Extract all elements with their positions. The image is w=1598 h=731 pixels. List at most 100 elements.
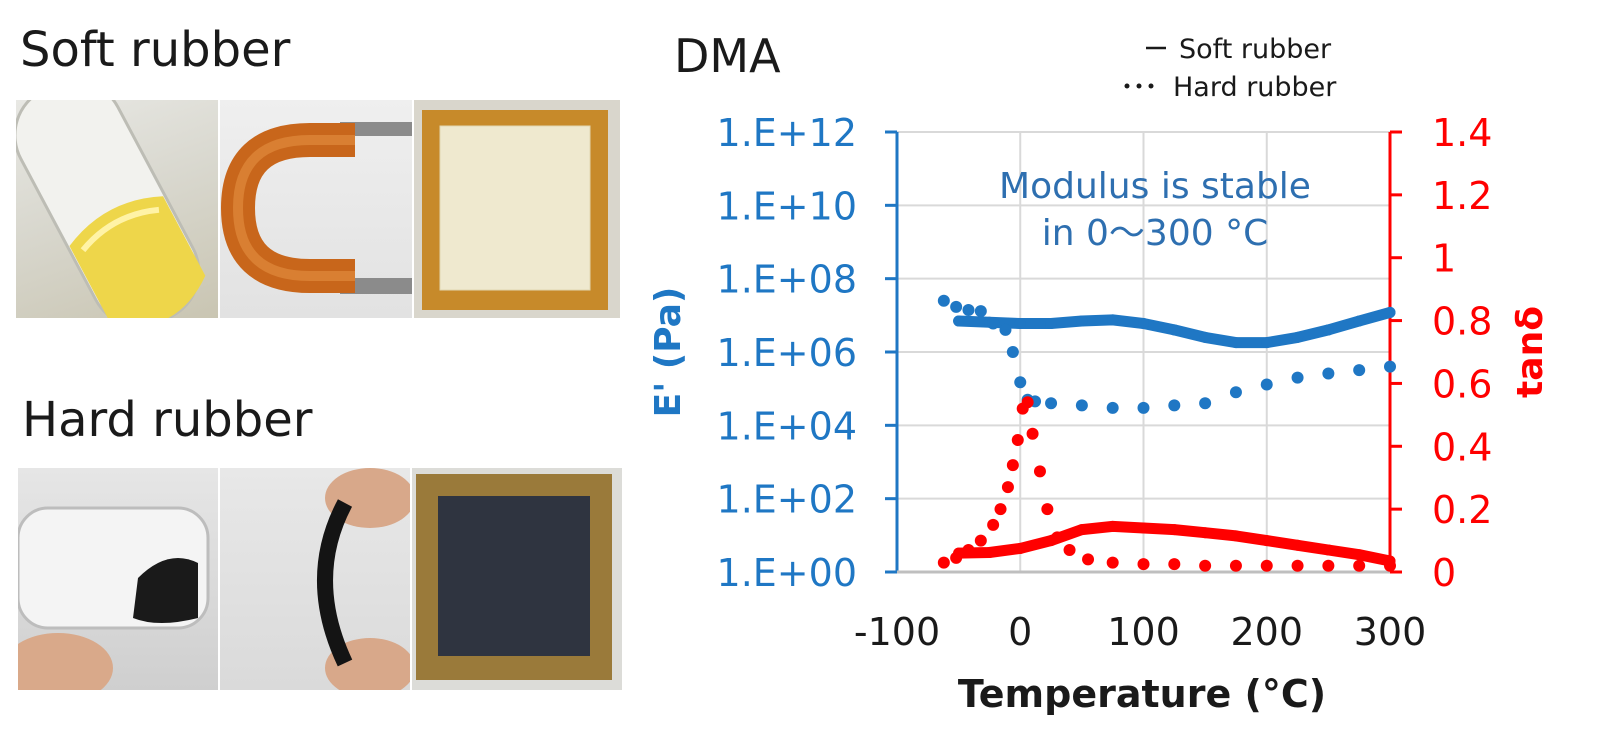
- photo-hard-rubber-sheet: [412, 468, 622, 690]
- series-0-point-13: [1353, 315, 1365, 327]
- series-0-point-6: [1138, 317, 1149, 329]
- series-2-point-10: [1261, 535, 1273, 547]
- series-0-point-14: [1384, 306, 1396, 318]
- y-left-tick-label-6: 1.E+12: [717, 111, 857, 155]
- y-right-tick-label-4: 0.8: [1432, 300, 1492, 344]
- series-1-point-20: [1353, 364, 1366, 377]
- y-left-tick-label-4: 1.E+08: [717, 258, 857, 302]
- photo-soft-rubber-vial: [16, 100, 218, 318]
- series-3-point-8: [1011, 434, 1024, 446]
- x-tick-label-4: 300: [1354, 610, 1427, 654]
- series-1-point-7: [1014, 376, 1027, 389]
- x-tick-label-2: 100: [1107, 610, 1180, 654]
- series-3-point-22: [1260, 559, 1273, 572]
- series-3-point-25: [1353, 559, 1366, 572]
- series-3-point-3: [974, 534, 987, 547]
- y-right-tick-label-1: 0.2: [1432, 488, 1492, 532]
- series-0-point-0: [953, 315, 965, 327]
- series-3-point-0: [937, 556, 950, 569]
- chart-title: DMA: [674, 29, 781, 83]
- y-right-tick-label-0: 0: [1432, 551, 1456, 595]
- y-left-tick-label-5: 1.E+10: [717, 184, 857, 228]
- series-1-point-1: [950, 300, 963, 313]
- legend-label-hard: Hard rubber: [1173, 72, 1337, 103]
- series-0-point-9: [1230, 337, 1242, 349]
- y-axis-right-label: tanδ: [1510, 306, 1551, 398]
- vial-black-rubber-illustration: [18, 506, 210, 690]
- y-left-tick-label-3: 1.E+06: [717, 331, 857, 375]
- x-tick-label-3: 200: [1230, 610, 1303, 654]
- series-1-point-19: [1322, 367, 1335, 380]
- series-1-point-13: [1137, 401, 1150, 414]
- y-right-tick-label-5: 1: [1432, 237, 1456, 281]
- series-3-point-2: [962, 544, 975, 556]
- series-3-point-17: [1106, 556, 1119, 569]
- series-1-point-4: [987, 317, 1000, 330]
- x-axis-label: Temperature (°C): [958, 672, 1326, 716]
- series-3-point-16: [1082, 553, 1095, 566]
- series-2-point-4: [1076, 524, 1088, 536]
- series-1-point-11: [1075, 399, 1088, 412]
- legend-label-soft: Soft rubber: [1179, 34, 1332, 65]
- series-3-point-12: [1033, 465, 1046, 478]
- plot-area: [937, 294, 1396, 572]
- series-0-point-3: [1045, 317, 1057, 329]
- series-3-point-4: [987, 518, 1000, 531]
- series-1-point-15: [1199, 397, 1212, 410]
- series-2-point-13: [1353, 549, 1365, 561]
- photo-soft-rubber-bent: [220, 100, 412, 318]
- series-1-point-6: [1006, 346, 1019, 358]
- series-1-point-10: [1045, 397, 1058, 410]
- series-1-point-21: [1384, 360, 1396, 373]
- series-1-point-18: [1291, 371, 1304, 384]
- series-3-point-24: [1322, 559, 1335, 572]
- series-0-point-4: [1076, 315, 1088, 327]
- bent-orange-rubber-illustration: [220, 122, 412, 294]
- series-3-point-20: [1199, 559, 1212, 572]
- series-3-point-1: [950, 551, 963, 564]
- series-1-point-14: [1168, 399, 1181, 412]
- soft-rubber-heading: Soft rubber: [20, 22, 291, 78]
- series-3-point-23: [1291, 559, 1304, 572]
- series-0-point-10: [1261, 337, 1273, 349]
- axes: [885, 130, 1402, 574]
- legend: Soft rubber Hard rubber: [1124, 34, 1337, 103]
- series-3-point-11: [1026, 427, 1039, 440]
- series-1-point-12: [1106, 401, 1119, 414]
- series-3-point-7: [1006, 459, 1019, 472]
- series-1-point-2: [962, 303, 975, 316]
- series-0-point-7: [1168, 324, 1180, 336]
- series-2-point-6: [1138, 522, 1149, 534]
- series-1-point-17: [1260, 378, 1273, 391]
- photo-hard-rubber-bent: [220, 468, 410, 690]
- y-right-tick-label-3: 0.6: [1432, 362, 1492, 406]
- annotation-line-2: in 0～300 °C: [1042, 213, 1268, 254]
- y-left-tick-label-1: 1.E+02: [717, 478, 857, 522]
- y-left-tick-label-0: 1.E+00: [717, 551, 857, 595]
- series-0-point-2: [1014, 317, 1026, 329]
- series-0-point-12: [1322, 324, 1334, 336]
- series-3-point-14: [1051, 531, 1064, 544]
- series-3-point-10: [1021, 396, 1034, 409]
- y-right-tick-label-6: 1.2: [1432, 174, 1492, 218]
- series-3-point-18: [1137, 558, 1150, 571]
- bent-black-rubber-illustration: [317, 468, 410, 690]
- x-tick-label-1: 0: [1008, 610, 1032, 654]
- series-2-point-11: [1292, 539, 1304, 551]
- series-0-point-11: [1292, 331, 1304, 343]
- series-1-point-3: [974, 305, 987, 318]
- series-1-point-0: [937, 294, 950, 307]
- series-2-point-7: [1168, 524, 1180, 536]
- series-1: [937, 294, 1396, 414]
- vial-yellow-liquid-illustration: [16, 100, 206, 318]
- photo-hard-rubber-vial: [18, 468, 218, 690]
- series-2: [953, 520, 1396, 567]
- y-axis-left-label: E' (Pa): [648, 287, 689, 418]
- hard-rubber-sheet-illustration: [416, 474, 612, 680]
- y-right-tick-label-2: 0.4: [1432, 425, 1492, 469]
- series-2-point-12: [1322, 544, 1334, 556]
- x-tick-label-0: -100: [854, 610, 940, 654]
- soft-rubber-sheet-illustration: [422, 110, 608, 310]
- y-left-tick-label-2: 1.E+04: [717, 404, 857, 448]
